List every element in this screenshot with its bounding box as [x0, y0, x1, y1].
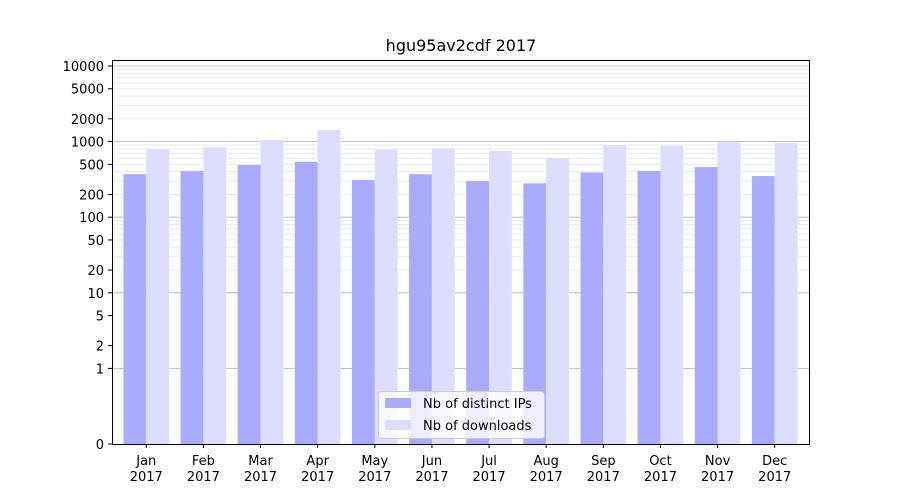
bar-distinct-ips — [523, 183, 547, 444]
bar-downloads — [203, 147, 227, 444]
x-tick-label: Mar 2017 — [244, 454, 277, 485]
legend-label-downloads: Nb of downloads — [423, 419, 532, 434]
bar-downloads — [489, 151, 512, 444]
bar-distinct-ips — [294, 161, 318, 445]
y-tick-label: 10 — [87, 287, 104, 302]
x-tick-label: Aug 2017 — [530, 454, 563, 485]
y-tick-label: 0 — [96, 438, 104, 453]
bar-distinct-ips — [180, 170, 204, 444]
x-tick-label: Jun 2017 — [415, 454, 448, 485]
bar-downloads — [374, 149, 398, 444]
y-tick-label: 1000 — [71, 136, 104, 151]
chart-title: hgu95av2cdf 2017 — [386, 36, 537, 55]
x-tick-label: Feb 2017 — [187, 454, 220, 485]
bar-distinct-ips — [637, 170, 661, 444]
bar-downloads — [431, 148, 455, 444]
bar-distinct-ips — [123, 174, 147, 444]
legend-swatch-distinct-ips — [385, 398, 411, 408]
x-tick-label: Apr 2017 — [301, 454, 334, 485]
y-tick-label: 10000 — [63, 60, 104, 75]
legend-label-distinct-ips: Nb of distinct IPs — [423, 397, 532, 412]
bar-downloads — [260, 139, 284, 444]
bar-distinct-ips — [580, 172, 604, 445]
y-tick-label: 2000 — [71, 113, 104, 128]
bar-downloads — [317, 130, 341, 445]
bar-distinct-ips — [237, 165, 261, 444]
y-tick-label: 5 — [96, 310, 104, 325]
bar-distinct-ips — [694, 167, 718, 444]
x-axis: Jan 2017 Feb 2017 Mar 2017 Apr 2017 May 2017 Jun 20… — [130, 444, 791, 485]
y-tick-label: 200 — [79, 188, 104, 203]
legend-swatch-downloads — [385, 420, 411, 430]
x-tick-label: Sep 2017 — [587, 454, 620, 485]
y-tick-label: 100 — [79, 211, 104, 226]
legend: Nb of distinct IPs Nb of downloads — [378, 391, 545, 439]
plot-frame — [112, 60, 810, 445]
bars — [123, 130, 798, 445]
y-tick-label: 1 — [96, 362, 104, 377]
y-tick-label: 20 — [87, 264, 104, 279]
bar-distinct-ips — [351, 180, 375, 444]
legend-box — [378, 391, 545, 439]
grid-lines — [112, 65, 809, 369]
bar-distinct-ips — [466, 181, 490, 444]
x-tick-label: Oct 2017 — [644, 454, 677, 485]
y-tick-label: 5000 — [71, 83, 104, 98]
bar-downloads — [774, 142, 798, 445]
bar-downloads — [146, 148, 170, 444]
x-tick-label: Jul 2017 — [473, 454, 506, 485]
x-tick-label: Nov 2017 — [701, 454, 734, 485]
y-axis: 0 1 2 5 10 20 50 100 200 500 1000 2000 5000 10000 — [63, 60, 112, 453]
x-tick-label: Jan 2017 — [130, 454, 163, 485]
x-tick-label: Dec 2017 — [758, 454, 791, 485]
y-tick-label: 2 — [96, 340, 104, 355]
y-tick-label: 50 — [87, 234, 104, 249]
bar-distinct-ips — [751, 176, 775, 444]
bar-downloads — [603, 145, 627, 444]
bar-downloads — [660, 145, 684, 444]
bar-downloads — [717, 142, 741, 444]
bar-distinct-ips — [409, 174, 432, 444]
x-tick-label: May 2017 — [358, 454, 391, 485]
y-tick-label: 500 — [79, 158, 104, 173]
bar-downloads — [546, 158, 570, 444]
